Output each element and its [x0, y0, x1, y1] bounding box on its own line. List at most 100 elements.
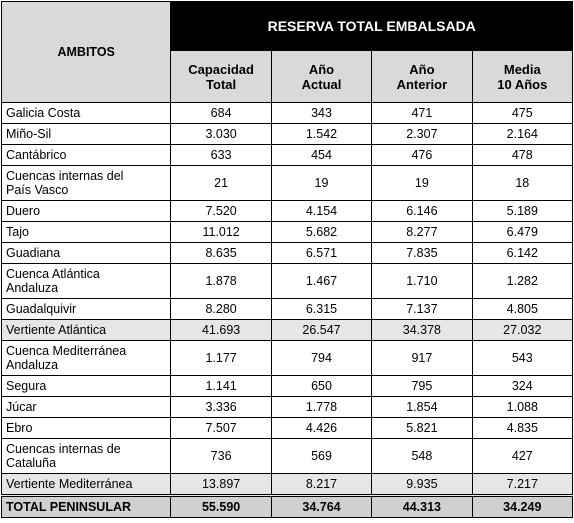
cell-value: 6.571	[270, 242, 373, 264]
cell-value: 1.542	[270, 123, 373, 145]
cell-value: 1.088	[471, 396, 574, 418]
cell-value: 7.835	[371, 242, 473, 264]
cell-value: 543	[471, 340, 574, 376]
cell-value: 1.282	[471, 263, 574, 299]
cell-value: 5.821	[371, 417, 473, 439]
ambito-name: Tajo	[0, 221, 172, 243]
cell-value: 19	[270, 165, 373, 201]
cell-value: 6.315	[270, 298, 373, 320]
ambito-name: Cuencas internas del País Vasco	[0, 165, 172, 201]
ambito-name: Vertiente Mediterránea	[0, 473, 172, 496]
ambito-name-line: Guadiana	[6, 246, 61, 260]
ambito-name-line: Cuencas internas de	[6, 442, 121, 456]
header-line: Media	[503, 61, 541, 77]
ambito-name: Cuenca Mediterránea Andaluza	[0, 340, 172, 376]
header-line: Año	[409, 61, 435, 77]
ambito-name-line: Guadalquivir	[6, 302, 77, 316]
cell-value: 34.378	[371, 319, 473, 341]
ambito-name-line: Andaluza	[6, 281, 59, 295]
cell-value: 569	[270, 438, 373, 474]
total-row: TOTAL PENINSULAR 55.590 34.764 44.313 34…	[0, 494, 574, 518]
ambito-name-line: Duero	[6, 204, 41, 218]
cell-value: 8.635	[170, 242, 272, 264]
subtotal-row: Vertiente Atlántica 41.693 26.547 34.378 27.…	[0, 319, 574, 341]
cell-value: 1.141	[170, 375, 272, 397]
cell-value: 27.032	[471, 319, 574, 341]
header-line: Capacidad	[188, 61, 254, 77]
cell-value: 8.217	[270, 473, 373, 496]
total-label: TOTAL PENINSULAR	[0, 494, 172, 518]
table-row: Júcar 3.336 1.778 1.854 1.088	[0, 396, 574, 418]
cell-value: 7.217	[471, 473, 574, 496]
cell-value: 454	[270, 144, 373, 166]
cell-value: 6.146	[371, 200, 473, 222]
table-row: Cuencas internas de Cataluña 736 569 548 427	[0, 438, 574, 474]
cell-value: 7.137	[371, 298, 473, 320]
ambito-name-line: Cataluña	[6, 456, 57, 470]
cell-value: 684	[170, 102, 272, 124]
ambito-name-line: Miño-Sil	[6, 127, 52, 141]
header-ano-actual: Año Actual	[270, 50, 373, 103]
cell-value: 475	[471, 102, 574, 124]
ambito-name-line: Cuencas internas del	[6, 169, 124, 183]
cell-value: 18	[471, 165, 574, 201]
ambito-name-line: Tajo	[6, 225, 29, 239]
cell-value: 795	[371, 375, 473, 397]
ambito-name: Cuencas internas de Cataluña	[0, 438, 172, 474]
ambito-name: Cantábrico	[0, 144, 172, 166]
table-body: Galicia Costa 684 343 471 475 Miño-Sil 3.030 1.…	[0, 102, 574, 496]
cell-value: 794	[270, 340, 373, 376]
total-value: 34.764	[270, 494, 373, 518]
cell-value: 343	[270, 102, 373, 124]
cell-value: 1.177	[170, 340, 272, 376]
table-row: Segura 1.141 650 795 324	[0, 375, 574, 397]
header-line: Total	[206, 76, 237, 92]
header-ambitos: AMBITOS	[0, 1, 172, 103]
ambito-name: Júcar	[0, 396, 172, 418]
cell-value: 736	[170, 438, 272, 474]
ambito-name-line: Galicia Costa	[6, 106, 81, 120]
cell-value: 7.520	[170, 200, 272, 222]
ambito-name-line: Júcar	[6, 400, 37, 414]
cell-value: 2.164	[471, 123, 574, 145]
cell-value: 427	[471, 438, 574, 474]
cell-value: 5.189	[471, 200, 574, 222]
cell-value: 917	[371, 340, 473, 376]
cell-value: 5.682	[270, 221, 373, 243]
cell-value: 26.547	[270, 319, 373, 341]
ambito-name: Cuenca Atlántica Andaluza	[0, 263, 172, 299]
ambito-name-line: Andaluza	[6, 358, 59, 372]
header-line: Año	[308, 61, 335, 77]
subtotal-row: Vertiente Mediterránea 13.897 8.217 9.935 7.…	[0, 473, 574, 496]
cell-value: 2.307	[371, 123, 473, 145]
cell-value: 324	[471, 375, 574, 397]
ambito-name: Galicia Costa	[0, 102, 172, 124]
ambito-name-line: Vertiente Mediterránea	[6, 477, 133, 491]
cell-value: 8.277	[371, 221, 473, 243]
ambito-name-line: Ebro	[6, 421, 33, 435]
header-capacidad-total: Capacidad Total	[170, 50, 272, 103]
cell-value: 1.467	[270, 263, 373, 299]
cell-value: 633	[170, 144, 272, 166]
cell-value: 21	[170, 165, 272, 201]
ambito-name-line: Cuenca Atlántica	[6, 267, 100, 281]
header-ano-anterior: Año Anterior	[371, 50, 473, 103]
cell-value: 8.280	[170, 298, 272, 320]
ambito-name-line: País Vasco	[6, 183, 69, 197]
table-row: Cantábrico 633 454 476 478	[0, 144, 574, 166]
ambito-name-line: Cuenca Mediterránea	[6, 344, 127, 358]
cell-value: 41.693	[170, 319, 272, 341]
table-row: Cuenca Atlántica Andaluza 1.878 1.467 1.710 1…	[0, 263, 574, 299]
ambito-name: Segura	[0, 375, 172, 397]
total-value: 34.249	[471, 494, 574, 518]
table-row: Galicia Costa 684 343 471 475	[0, 102, 574, 124]
ambito-name: Miño-Sil	[0, 123, 172, 145]
header-line: 10 Años	[497, 76, 548, 92]
cell-value: 548	[371, 438, 473, 474]
header-line: Anterior	[396, 76, 448, 92]
cell-value: 6.142	[471, 242, 574, 264]
table-row: Ebro 7.507 4.426 5.821 4.835	[0, 417, 574, 439]
table-row: Tajo 11.012 5.682 8.277 6.479	[0, 221, 574, 243]
table-row: Guadiana 8.635 6.571 7.835 6.142	[0, 242, 574, 264]
